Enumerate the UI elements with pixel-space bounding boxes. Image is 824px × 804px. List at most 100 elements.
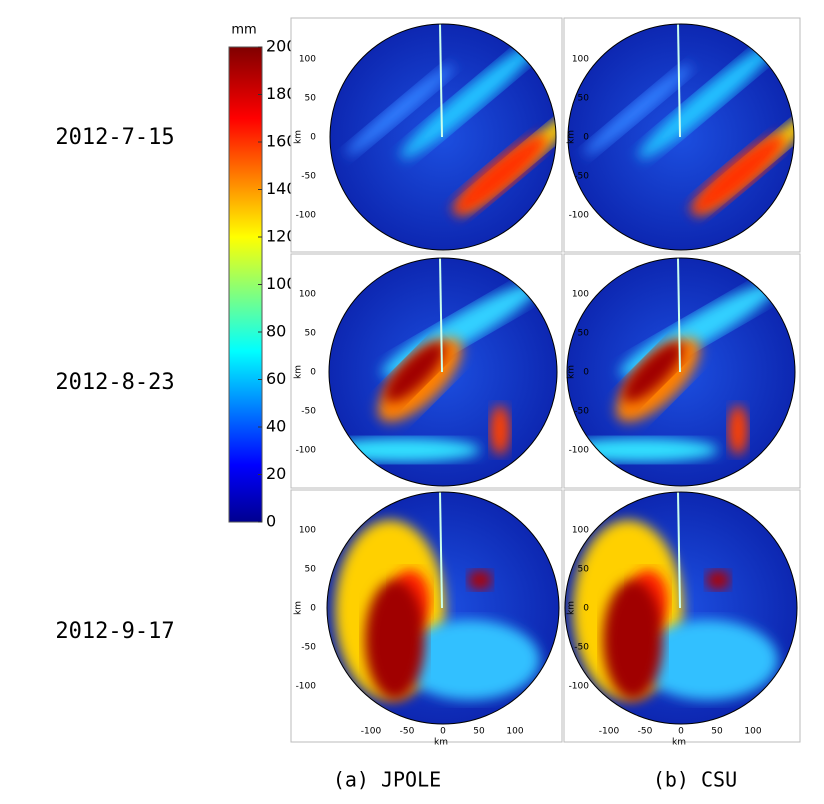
rain-area [385,342,445,402]
rain-area [728,405,748,455]
y-tick-label: -100 [569,446,590,456]
y-tick-label: 0 [583,133,589,143]
radar-image [565,492,797,724]
y-tick-label: -100 [296,446,317,456]
radar-edge [564,491,798,725]
y-tick-label: 100 [572,55,589,65]
x-tick-label: 50 [711,727,723,737]
row-label: 2012-9-17 [55,619,174,644]
rain-area [638,620,778,700]
y-tick-label: -50 [574,643,589,653]
y-axis-label: km [294,365,304,379]
radar-edge [567,23,795,251]
x-tick-label: -50 [638,727,653,737]
radar-image [327,492,559,724]
y-tick-label: -50 [574,172,589,182]
radar-artifact [439,258,443,373]
y-tick-label: -50 [301,643,316,653]
rain-area [623,342,683,402]
y-tick-label: 50 [305,94,317,104]
radar-image [330,24,556,250]
radar-artifact [439,24,443,138]
y-tick-label: 50 [578,329,590,339]
x-tick-label: 0 [440,727,446,737]
colorbar-tick-label: 160 [266,132,297,151]
y-tick-label: 100 [572,526,589,536]
y-axis-label: km [294,130,304,144]
column-label: (b) CSU [653,768,737,792]
x-axis-label: km [434,738,448,748]
y-tick-label: 100 [572,290,589,300]
rain-area [638,41,778,159]
radar-artifact [677,24,681,138]
radar-edge [328,257,558,487]
colorbar-tick-label: 120 [266,227,297,246]
radar-image [568,24,794,250]
y-tick-label: 0 [310,133,316,143]
x-tick-label: -100 [599,727,620,737]
colorbar-tick-label: 140 [266,179,297,198]
radar-image [567,258,795,486]
colorbar-unit: mm [231,23,256,38]
y-tick-label: 50 [578,565,590,575]
radar-artifact [439,492,443,609]
radar-edge [566,257,796,487]
colorbar-tick-label: 0 [266,512,276,531]
y-tick-label: 100 [299,526,316,536]
colorbar-tick-label: 200 [266,37,297,56]
colorbar-tick-label: 80 [266,322,286,341]
y-axis-label: km [567,365,577,379]
x-tick-label: -50 [400,727,415,737]
colorbar [228,46,263,523]
y-tick-label: 50 [578,94,590,104]
y-tick-label: -50 [574,407,589,417]
rain-area [346,64,454,156]
y-tick-label: -50 [301,407,316,417]
y-tick-label: 100 [299,55,316,65]
row-label: 2012-8-23 [55,370,174,395]
y-tick-label: 100 [299,290,316,300]
y-axis-label: km [294,601,304,615]
column-label: (a) JPOLE [333,768,441,792]
y-tick-label: -100 [569,682,590,692]
y-tick-label: -100 [296,682,317,692]
rain-area [400,41,540,159]
rain-area [490,405,510,455]
y-tick-label: 50 [305,565,317,575]
row-label: 2012-7-15 [55,125,174,150]
rain-area [584,64,692,156]
y-axis-label: km [567,601,577,615]
colorbar-tick-label: 60 [266,369,286,388]
y-tick-label: 50 [305,329,317,339]
colorbar-tick-label: 100 [266,274,297,293]
colorbar-tick-label: 180 [266,84,297,103]
radar-edge [329,23,557,251]
x-tick-label: 100 [506,727,523,737]
x-axis-label: km [672,738,686,748]
x-tick-label: 50 [473,727,485,737]
rain-area [691,134,785,216]
y-tick-label: -100 [569,211,590,221]
y-tick-label: 0 [310,368,316,378]
rain-area [453,134,547,216]
rain-area [400,620,540,700]
rain-area [365,580,425,700]
x-tick-label: -100 [361,727,382,737]
colorbar-tick-label: 40 [266,417,286,436]
x-tick-label: 0 [678,727,684,737]
y-tick-label: 0 [310,604,316,614]
rain-area [706,570,730,590]
y-tick-label: 0 [583,368,589,378]
rain-area [603,580,663,700]
rain-area [468,570,492,590]
y-tick-label: -50 [301,172,316,182]
radar-artifact [677,258,681,373]
x-tick-label: 100 [744,727,761,737]
y-axis-label: km [567,130,577,144]
colorbar-tick-label: 20 [266,464,286,483]
y-tick-label: 0 [583,604,589,614]
radar-image [329,258,557,486]
y-tick-label: -100 [296,211,317,221]
